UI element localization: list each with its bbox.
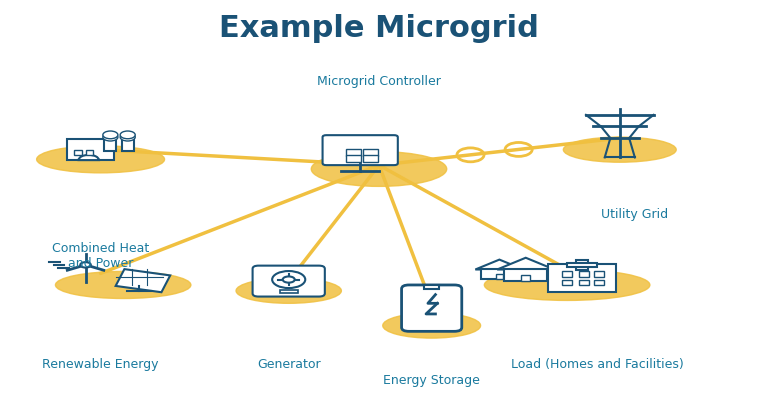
Bar [567, 263, 597, 266]
Circle shape [121, 131, 135, 139]
Ellipse shape [55, 272, 191, 299]
FancyBboxPatch shape [402, 285, 462, 331]
Bar [74, 150, 82, 155]
Bar [576, 260, 588, 270]
Bar [548, 264, 616, 292]
FancyBboxPatch shape [363, 149, 378, 156]
Polygon shape [497, 258, 554, 270]
Ellipse shape [484, 270, 650, 300]
Ellipse shape [312, 152, 446, 186]
Bar [522, 275, 530, 281]
Bar [579, 280, 589, 285]
Text: Renewable Energy: Renewable Energy [42, 358, 159, 371]
Polygon shape [475, 260, 524, 270]
FancyBboxPatch shape [363, 155, 378, 162]
Bar [481, 270, 518, 279]
Bar [280, 290, 298, 294]
Ellipse shape [563, 137, 676, 162]
Bar [424, 285, 439, 289]
Bar [579, 272, 589, 277]
Bar [86, 150, 93, 155]
Bar [116, 269, 171, 292]
Text: Combined Heat
and Power: Combined Heat and Power [52, 242, 149, 270]
FancyBboxPatch shape [346, 149, 361, 156]
Bar [562, 280, 572, 285]
FancyBboxPatch shape [252, 266, 325, 297]
FancyBboxPatch shape [323, 135, 398, 165]
Circle shape [283, 276, 295, 283]
Bar [504, 270, 547, 281]
Bar [594, 280, 604, 285]
Bar [594, 272, 604, 277]
Text: Utility Grid: Utility Grid [601, 208, 669, 220]
Circle shape [103, 133, 118, 141]
Circle shape [121, 133, 135, 141]
Circle shape [272, 271, 305, 288]
Ellipse shape [36, 146, 164, 173]
Bar [67, 139, 114, 160]
Bar [105, 138, 117, 151]
Circle shape [103, 131, 118, 139]
Ellipse shape [236, 278, 341, 303]
Text: Example Microgrid: Example Microgrid [219, 15, 539, 43]
Wedge shape [79, 155, 99, 160]
Bar [562, 272, 572, 277]
Text: Energy Storage: Energy Storage [384, 374, 480, 387]
Text: Microgrid Controller: Microgrid Controller [317, 75, 441, 88]
Ellipse shape [383, 313, 481, 338]
Bar [122, 138, 133, 151]
Text: Load (Homes and Facilities): Load (Homes and Facilities) [511, 358, 684, 371]
Text: Generator: Generator [257, 358, 321, 371]
Bar [496, 274, 503, 279]
FancyBboxPatch shape [346, 155, 361, 162]
Circle shape [80, 262, 91, 268]
